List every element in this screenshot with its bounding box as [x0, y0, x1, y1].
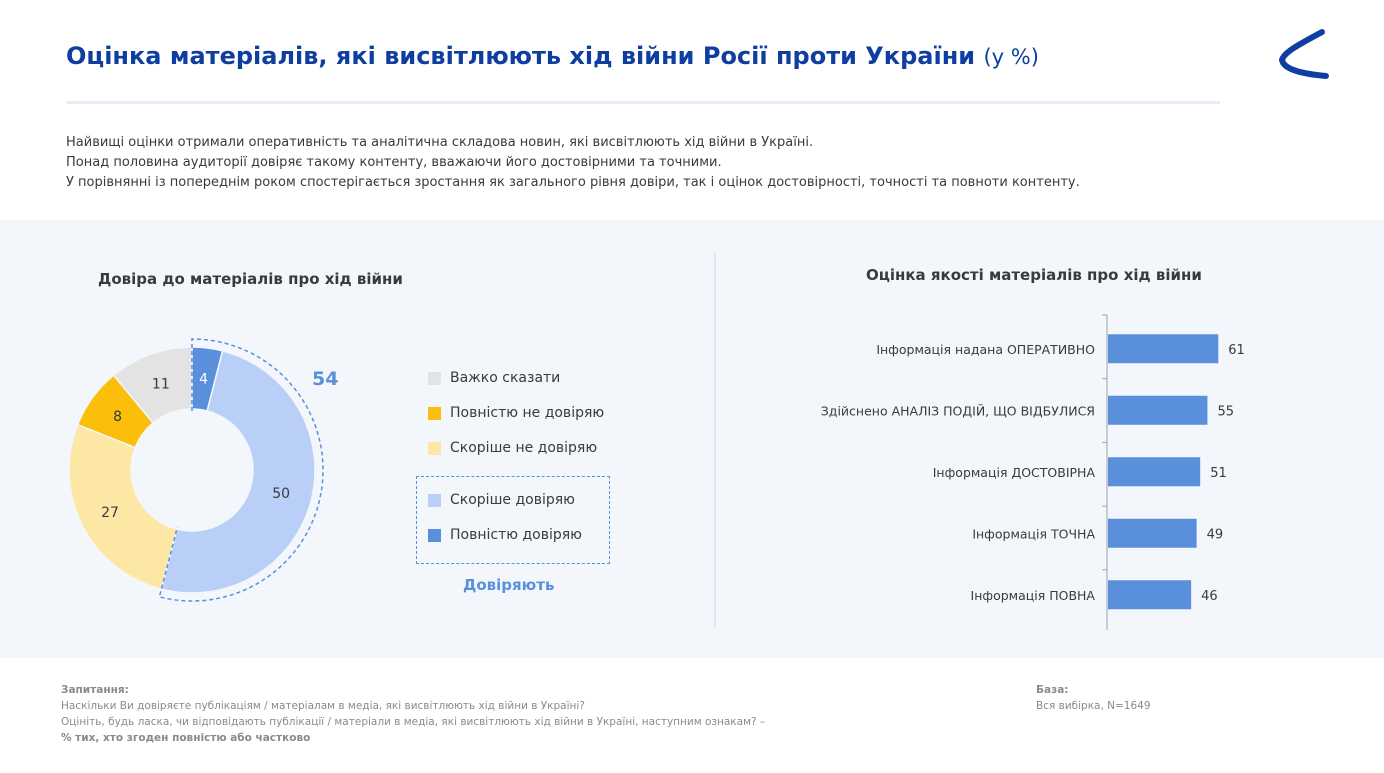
donut-value-label: 27: [101, 505, 119, 521]
donut-slice: [68, 423, 178, 591]
intro-text: Найвищі оцінки отримали оперативність та…: [66, 133, 1080, 193]
donut-value-label: 4: [199, 372, 208, 388]
bar-category-label: Інформація надана ОПЕРАТИВНО: [876, 342, 1095, 357]
bar: [1108, 580, 1192, 610]
intro-line: Найвищі оцінки отримали оперативність та…: [66, 135, 814, 150]
bar: [1108, 395, 1208, 425]
footer-base: База: Вся вибірка, N=1649: [1036, 682, 1151, 714]
question-text: Оцініть, будь ласка, чи відповідають пуб…: [61, 716, 766, 728]
bar-category-label: Інформація ДОСТОВІРНА: [933, 465, 1096, 480]
bar-category-label: Здійснено АНАЛІЗ ПОДІЙ, ЩО ВІДБУЛИСЯ: [821, 403, 1095, 418]
footer-question: Запитання: Наскільки Ви довіряєте публік…: [61, 682, 765, 746]
intro-line: У порівнянні із попереднім роком спостер…: [66, 175, 1080, 190]
bar-value-label: 61: [1228, 343, 1245, 358]
legend-swatch: [428, 407, 441, 420]
donut-chart: 4 50 27 8 11: [68, 338, 324, 602]
bar-chart: 61 Інформація надана ОПЕРАТИВНО 55 Здійснен…: [821, 314, 1245, 630]
bar-chart-title: Оцінка якості матеріалів про хід війни: [866, 266, 1202, 284]
bar-category-label: Інформація ТОЧНА: [972, 526, 1095, 541]
legend-swatch: [428, 494, 441, 507]
trust-group-bracket: [158, 338, 324, 602]
donut-value-label: 8: [113, 409, 122, 425]
intro-line: Понад половина аудиторії довіряє такому …: [66, 155, 722, 170]
donut-value-label: 50: [272, 486, 290, 502]
legend-label: Скоріше не довіряю: [450, 440, 598, 456]
legend-swatch: [428, 372, 441, 385]
question-text: Наскільки Ви довіряєте публікаціям / мат…: [61, 700, 585, 712]
bar-value-label: 49: [1207, 527, 1224, 542]
legend-label: Важко сказати: [450, 370, 561, 386]
legend-label: Повністю довіряю: [450, 527, 582, 543]
bar: [1108, 334, 1219, 364]
legend-swatch: [428, 442, 441, 455]
bar-value-label: 51: [1210, 466, 1227, 481]
page-title-unit: (у %): [983, 45, 1039, 69]
donut-value-label: 11: [152, 376, 170, 392]
bar-category-label: Інформація ПОВНА: [971, 588, 1096, 603]
donut-chart-title: Довіра до матеріалів про хід війни: [98, 270, 403, 288]
trust-total-value: 54: [312, 368, 339, 390]
title-divider: [66, 101, 1220, 104]
question-heading: Запитання:: [61, 684, 129, 696]
donut-slice: [160, 349, 316, 594]
legend-label: Скоріше довіряю: [450, 492, 575, 508]
base-heading: База:: [1036, 684, 1069, 696]
page-title: Оцінка матеріалів, які висвітлюють хід в…: [66, 42, 1039, 70]
trust-group-box: [416, 476, 610, 564]
brand-logo: [1278, 29, 1329, 79]
page-title-text: Оцінка матеріалів, які висвітлюють хід в…: [66, 42, 976, 70]
legend-label: Повністю не довіряю: [450, 405, 605, 421]
base-text: Вся вибірка, N=1649: [1036, 700, 1151, 712]
bar: [1108, 518, 1197, 548]
bar: [1108, 457, 1201, 487]
legend-swatch: [428, 529, 441, 542]
trust-group-label: Довіряють: [463, 576, 555, 594]
bar-value-label: 55: [1217, 404, 1234, 419]
question-note: % тих, хто згоден повністю або частково: [61, 732, 311, 744]
charts-divider: [714, 253, 716, 627]
bar-value-label: 46: [1201, 589, 1218, 604]
